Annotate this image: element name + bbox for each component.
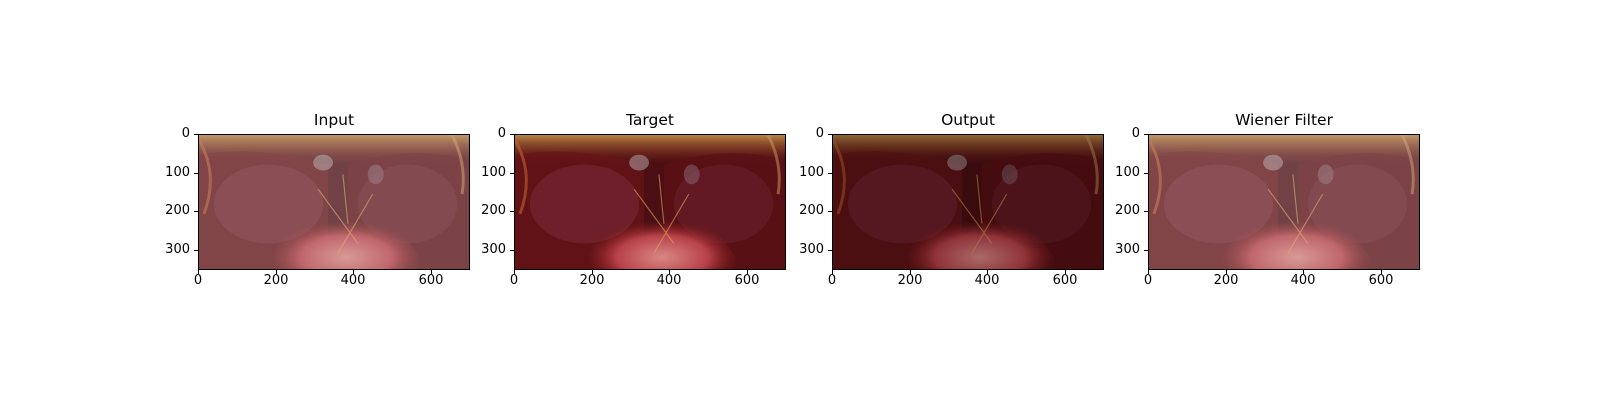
x-tick-mark [832,270,833,274]
y-tick-label: 0 [1131,126,1140,141]
y-tick-mark [194,250,198,251]
y-tick-mark [828,173,832,174]
subplot-title: Input [313,111,355,129]
x-tick-label: 0 [827,273,837,288]
y-tick-label: 100 [799,165,824,180]
y-tick-mark [828,211,832,212]
x-tick-mark [1381,270,1382,274]
x-tick-label: 600 [418,273,444,288]
y-tick-label: 0 [815,126,824,141]
x-tick-mark [592,270,593,274]
subplot-title: Target [626,111,674,129]
y-tick-mark [510,211,514,212]
x-tick-mark [514,270,515,274]
y-tick-label: 100 [1115,165,1140,180]
y-tick-mark [194,173,198,174]
surgical-image [198,134,470,270]
y-tick-label: 200 [481,203,506,218]
y-tick-label: 300 [1115,242,1140,257]
x-tick-mark [198,270,199,274]
x-tick-label: 400 [656,273,682,288]
x-tick-mark [1065,270,1066,274]
x-tick-label: 400 [974,273,1000,288]
y-tick-label: 0 [181,126,190,141]
y-tick-label: 200 [165,203,190,218]
subplot-panel: Target 0 100 200 300 0 200 400 600 [476,0,786,400]
x-tick-label: 600 [1368,273,1394,288]
x-tick-label: 0 [1143,273,1153,288]
y-tick-mark [510,134,514,135]
y-tick-mark [194,134,198,135]
y-tick-label: 0 [497,126,506,141]
subplot-title: Wiener Filter [1235,111,1333,129]
x-tick-label: 400 [340,273,366,288]
y-tick-mark [1144,173,1148,174]
y-tick-mark [1144,134,1148,135]
y-tick-label: 100 [481,165,506,180]
x-tick-mark [910,270,911,274]
x-tick-label: 0 [193,273,203,288]
y-tick-label: 300 [481,242,506,257]
x-tick-mark [276,270,277,274]
y-tick-label: 100 [165,165,190,180]
x-tick-mark [431,270,432,274]
surgical-image [832,134,1104,270]
y-tick-mark [1144,250,1148,251]
x-tick-label: 200 [897,273,923,288]
y-tick-mark [1144,211,1148,212]
x-tick-label: 200 [579,273,605,288]
surgical-image [514,134,786,270]
y-tick-label: 200 [799,203,824,218]
x-tick-mark [669,270,670,274]
subplot-panel: Output 0 100 200 300 0 200 400 600 [794,0,1104,400]
x-tick-mark [1226,270,1227,274]
x-tick-label: 200 [1213,273,1239,288]
y-tick-mark [194,211,198,212]
y-tick-label: 300 [799,242,824,257]
x-tick-mark [987,270,988,274]
y-tick-label: 300 [165,242,190,257]
surgical-image [1148,134,1420,270]
x-tick-mark [353,270,354,274]
x-tick-label: 0 [509,273,519,288]
y-tick-mark [828,250,832,251]
y-tick-mark [510,173,514,174]
x-tick-mark [747,270,748,274]
y-tick-label: 200 [1115,203,1140,218]
y-tick-mark [828,134,832,135]
x-tick-label: 600 [1052,273,1078,288]
subplot-title: Output [941,111,995,129]
subplot-panel: Input 0 100 200 300 0 200 400 600 [160,0,470,400]
subplot-panel: Wiener Filter 0 100 200 300 0 200 400 600 [1110,0,1420,400]
x-tick-label: 600 [734,273,760,288]
x-tick-mark [1148,270,1149,274]
x-tick-mark [1303,270,1304,274]
x-tick-label: 400 [1290,273,1316,288]
x-tick-label: 200 [263,273,289,288]
y-tick-mark [510,250,514,251]
